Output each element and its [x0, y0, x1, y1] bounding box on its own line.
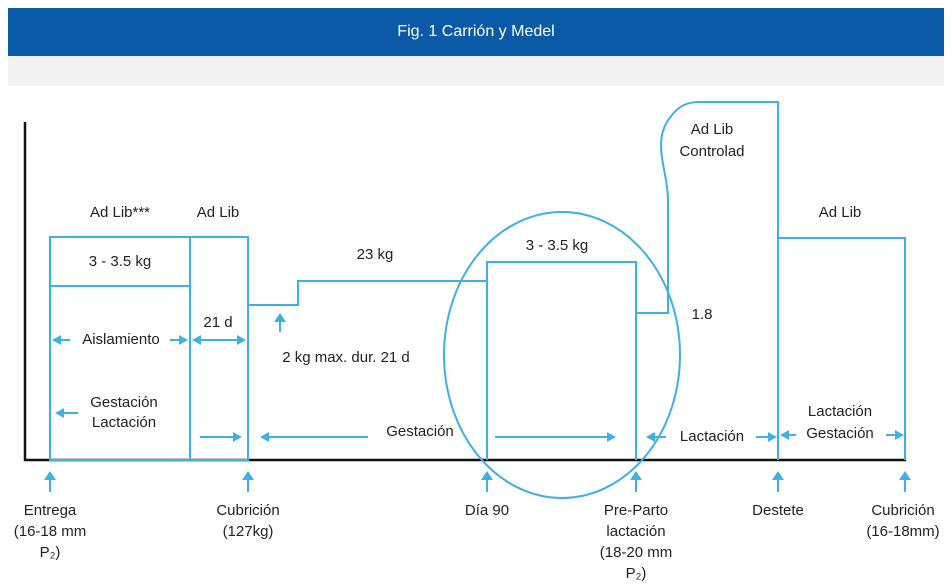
timeline-label: Entrega: [24, 502, 77, 519]
timeline-label: Día 90: [465, 502, 509, 519]
labels: Ad Lib*** Ad Lib 3 - 3.5 kg 23 kg 3 - 3.…: [82, 121, 874, 445]
label: Ad Lib: [691, 121, 734, 138]
timeline-label: lactación: [606, 523, 665, 540]
label: Gestación: [90, 394, 158, 411]
label: 21 d: [203, 314, 232, 331]
header-band: [8, 56, 944, 86]
label: Aislamiento: [82, 331, 160, 348]
header-bar: [8, 8, 944, 56]
label: 3 - 3.5 kg: [89, 253, 152, 270]
timeline-label: (127kg): [223, 523, 274, 540]
timeline-label: P₂): [626, 565, 647, 582]
timeline-label: Destete: [752, 502, 804, 519]
label: 23 kg: [357, 246, 394, 263]
label: Lactación: [680, 428, 744, 445]
header-title: Fig. 1 Carrión y Medel: [397, 23, 554, 40]
label: Lactación: [808, 403, 872, 420]
label: Ad Lib***: [90, 204, 150, 221]
timeline-label: (18-20 mm: [600, 544, 673, 561]
label: Ad Lib: [197, 204, 240, 221]
arrows: [44, 313, 911, 492]
timeline-label: (16-18 mm: [14, 523, 87, 540]
label: Gestación: [806, 425, 874, 442]
label: Gestación: [386, 423, 454, 440]
timeline-label: Cubrición: [871, 502, 934, 519]
timeline-label: Pre-Parto: [604, 502, 668, 519]
timeline-label: (16-18mm): [866, 523, 939, 540]
label: 1.8: [692, 306, 713, 323]
label: 2 kg max. dur. 21 d: [282, 349, 410, 366]
label: Lactación: [92, 414, 156, 431]
timeline-label: P₂): [40, 544, 61, 561]
timeline-label: Cubrición: [216, 502, 279, 519]
label: 3 - 3.5 kg: [526, 237, 589, 254]
label: Ad Lib: [819, 204, 862, 221]
label: Controlad: [679, 143, 744, 160]
feeding-lines: [49, 101, 906, 499]
